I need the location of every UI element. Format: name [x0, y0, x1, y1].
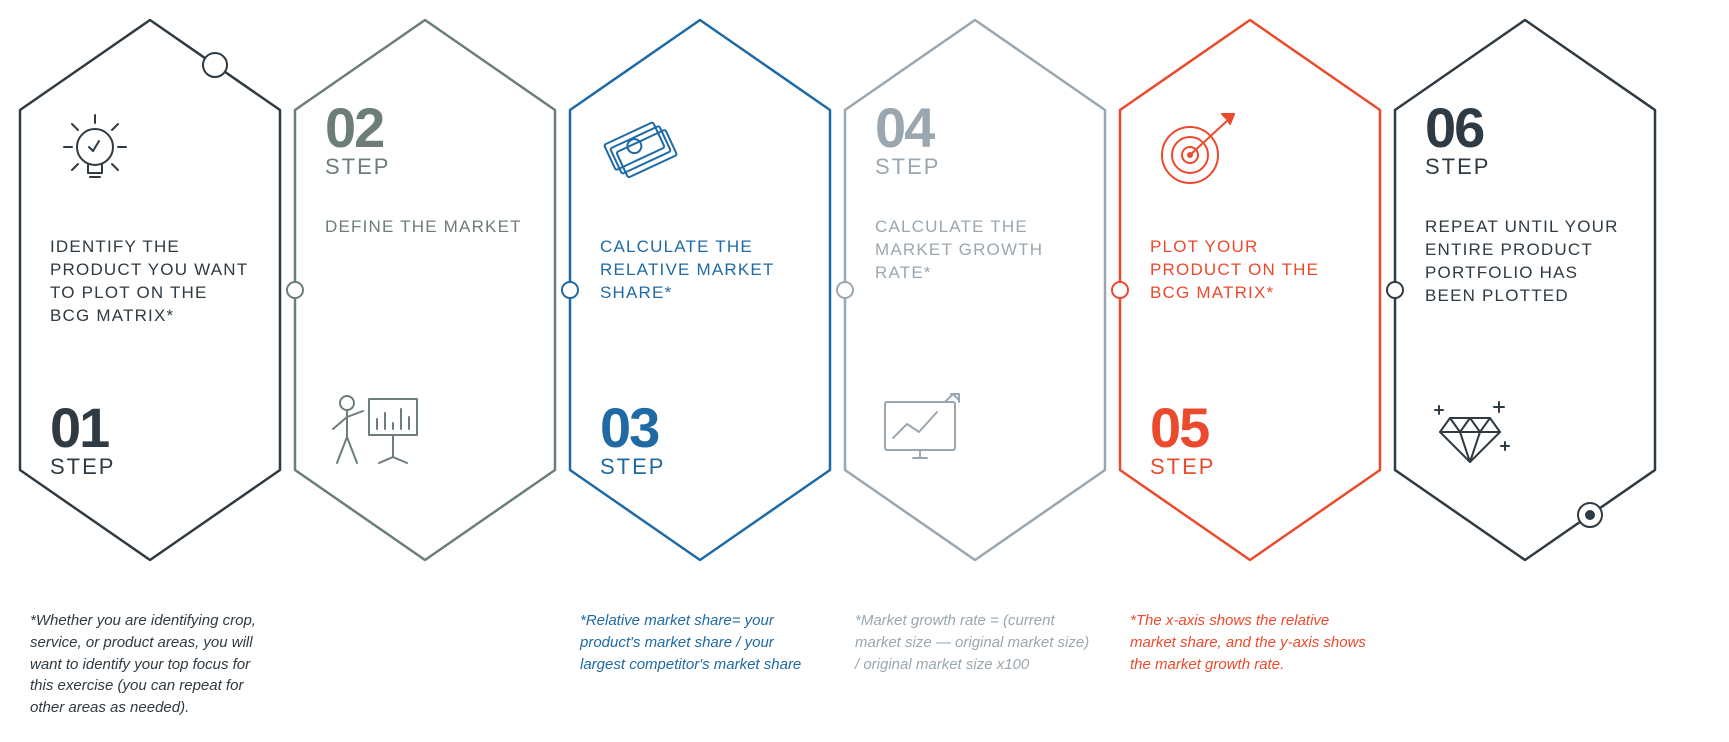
presenter-icon	[325, 380, 425, 480]
money-icon	[600, 100, 700, 200]
infographic-stage: IDENTIFY THE PRODUCT YOU WANT TO PLOT ON…	[0, 0, 1729, 742]
step-card-01: IDENTIFY THE PRODUCT YOU WANT TO PLOT ON…	[20, 20, 280, 560]
step-label: STEP	[325, 154, 390, 180]
step-title: IDENTIFY THE PRODUCT YOU WANT TO PLOT ON…	[50, 236, 250, 328]
step-number: 04	[875, 100, 940, 156]
step-label: STEP	[50, 454, 115, 480]
step-label: STEP	[875, 154, 940, 180]
step-content: IDENTIFY THE PRODUCT YOU WANT TO PLOT ON…	[50, 100, 250, 480]
step-title: PLOT YOUR PRODUCT ON THE BCG MATRIX*	[1150, 236, 1350, 305]
step-number-block: 06 STEP	[1425, 100, 1490, 180]
step-card-05: PLOT YOUR PRODUCT ON THE BCG MATRIX* 05 …	[1120, 20, 1380, 560]
connector-dot	[836, 281, 854, 299]
connector-dot	[1111, 281, 1129, 299]
step-number: 02	[325, 100, 390, 156]
step-number: 06	[1425, 100, 1490, 156]
step-content: 04 STEP CALCULATE THE MARKET GROWTH RATE…	[875, 100, 1075, 480]
step-content: CALCULATE THE RELATIVE MARKET SHARE* 03 …	[600, 100, 800, 480]
connector-dot	[561, 281, 579, 299]
step-footnote: *Relative market share= your product's m…	[580, 610, 820, 675]
step-footnote: *Market growth rate = (current market si…	[855, 610, 1095, 675]
step-card-02: 02 STEP DEFINE THE MARKET	[295, 20, 555, 560]
step-number-block: 02 STEP	[325, 100, 390, 180]
end-terminal-dot	[1577, 502, 1603, 528]
start-terminal-dot	[202, 52, 228, 78]
step-number-block: 03 STEP	[600, 400, 665, 480]
step-title: CALCULATE THE MARKET GROWTH RATE*	[875, 216, 1075, 285]
step-title: CALCULATE THE RELATIVE MARKET SHARE*	[600, 236, 800, 305]
step-card-06: 06 STEP REPEAT UNTIL YOUR ENTIRE PRODUCT…	[1395, 20, 1655, 560]
step-label: STEP	[1425, 154, 1490, 180]
step-title: DEFINE THE MARKET	[325, 216, 522, 239]
step-number: 01	[50, 400, 115, 456]
step-content: 02 STEP DEFINE THE MARKET	[325, 100, 525, 480]
diamond-icon	[1425, 380, 1525, 480]
step-card-03: CALCULATE THE RELATIVE MARKET SHARE* 03 …	[570, 20, 830, 560]
step-title: REPEAT UNTIL YOUR ENTIRE PRODUCT PORTFOL…	[1425, 216, 1625, 308]
step-number-block: 01 STEP	[50, 400, 115, 480]
step-card-04: 04 STEP CALCULATE THE MARKET GROWTH RATE…	[845, 20, 1105, 560]
lightbulb-icon	[50, 100, 150, 200]
step-number-block: 05 STEP	[1150, 400, 1215, 480]
step-footnote: *Whether you are identifying crop, servi…	[30, 610, 270, 719]
step-footnote: *The x-axis shows the relative market sh…	[1130, 610, 1370, 675]
connector-dot	[286, 281, 304, 299]
step-label: STEP	[600, 454, 665, 480]
connector-dot	[1386, 281, 1404, 299]
step-content: PLOT YOUR PRODUCT ON THE BCG MATRIX* 05 …	[1150, 100, 1350, 480]
step-number-block: 04 STEP	[875, 100, 940, 180]
trend-icon	[875, 380, 975, 480]
step-label: STEP	[1150, 454, 1215, 480]
step-content: 06 STEP REPEAT UNTIL YOUR ENTIRE PRODUCT…	[1425, 100, 1625, 480]
step-number: 03	[600, 400, 665, 456]
step-number: 05	[1150, 400, 1215, 456]
target-icon	[1150, 100, 1250, 200]
